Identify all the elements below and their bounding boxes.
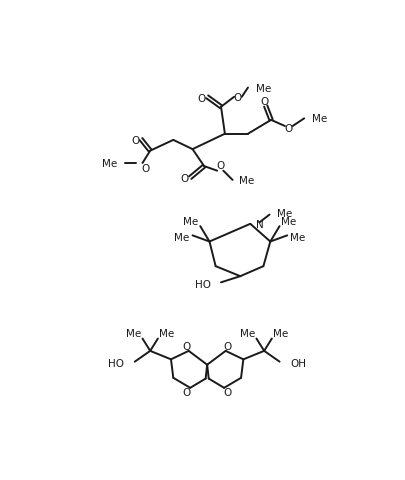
Text: N: N: [256, 219, 263, 229]
Text: Me: Me: [174, 232, 190, 242]
Text: Me: Me: [126, 328, 141, 338]
Text: Me: Me: [312, 114, 327, 124]
Text: Me: Me: [290, 232, 306, 242]
Text: O: O: [182, 342, 190, 351]
Text: Me: Me: [273, 328, 289, 338]
Text: O: O: [141, 164, 150, 174]
Text: O: O: [234, 93, 242, 103]
Text: Me: Me: [160, 328, 175, 338]
Text: O: O: [132, 135, 140, 145]
Text: O: O: [181, 174, 189, 184]
Text: O: O: [198, 93, 206, 103]
Text: Me: Me: [281, 216, 296, 226]
Text: Me: Me: [183, 216, 199, 226]
Text: O: O: [216, 161, 224, 171]
Text: HO: HO: [108, 359, 124, 369]
Text: Me: Me: [277, 209, 292, 218]
Text: Me: Me: [240, 328, 255, 338]
Text: O: O: [182, 388, 190, 397]
Text: HO: HO: [195, 279, 211, 289]
Text: O: O: [260, 96, 268, 107]
Text: O: O: [224, 388, 232, 397]
Text: Me: Me: [102, 159, 117, 168]
Text: O: O: [224, 342, 232, 351]
Text: Me: Me: [256, 84, 271, 93]
Text: O: O: [285, 123, 293, 133]
Text: Me: Me: [239, 176, 254, 186]
Text: OH: OH: [290, 359, 306, 369]
